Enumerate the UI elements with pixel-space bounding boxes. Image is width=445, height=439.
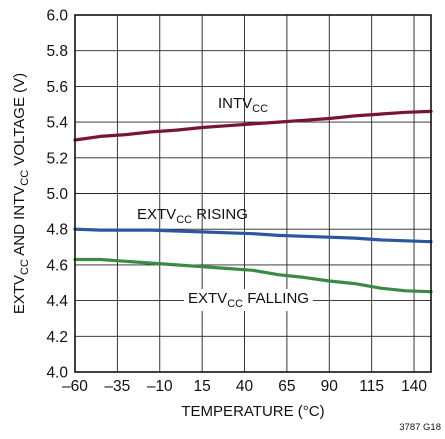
label-part: EXTV [11,275,28,314]
y-tick-label: 5.8 [46,43,68,60]
label-part: RISING [192,206,248,223]
series-line [73,227,433,244]
label-part: EXTV [137,206,176,223]
figure-id: 3787 G18 [399,422,441,433]
grid [74,14,431,373]
y-tick-label: 4.2 [46,329,68,346]
x-axis-title: TEMPERATURE (°C) [181,403,324,420]
x-tick-label: 140 [401,378,427,395]
x-tick-label: 90 [321,378,339,395]
x-tick-label: –10 [147,378,173,395]
y-tick-label: 5.6 [46,79,68,96]
subscript: CC [19,259,31,275]
y-tick-label: 5.2 [46,150,68,167]
subscript: CC [19,170,31,186]
subscript: CC [176,214,192,226]
y-tick-label: 6.0 [46,8,68,25]
plot-frame [74,14,432,373]
series-label: EXTVCC RISING [137,206,248,226]
series-line [73,109,433,142]
y-tick-label: 4.0 [46,365,68,382]
series-label: EXTVCC FALLING [188,290,309,310]
subscript: CC [252,103,268,115]
series-label: INTVCC [218,95,268,115]
y-tick-label: 4.8 [46,222,68,239]
y-tick-label: 4.4 [46,293,68,310]
x-tick-label: –35 [104,378,130,395]
label-part: FALLING [243,290,309,307]
x-tick-label: 40 [236,378,254,395]
label-part: VOLTAGE (V) [11,73,28,170]
y-tick-label: 4.6 [46,257,68,274]
label-part: AND INTV [11,186,28,259]
label-part: INTV [218,95,252,112]
x-tick-label: 65 [278,378,295,395]
series-lines [73,109,433,294]
label-part: EXTV [188,290,227,307]
y-tick-label: 5.4 [46,115,68,132]
y-tick-label: 5.0 [46,186,68,203]
series-line [73,257,433,294]
y-axis-title: EXTVCC AND INTVCC VOLTAGE (V) [11,73,31,314]
tick-labels: –60 –35 –10 15 40 65 90 115 140 4.0 4.2 4.4 4.6 4.8 5.… [46,8,427,396]
series-label-background [184,289,313,311]
x-tick-label: 15 [194,378,211,395]
subscript: CC [227,298,243,310]
x-tick-label: –60 [62,378,88,395]
x-tick-label: 115 [359,378,384,395]
